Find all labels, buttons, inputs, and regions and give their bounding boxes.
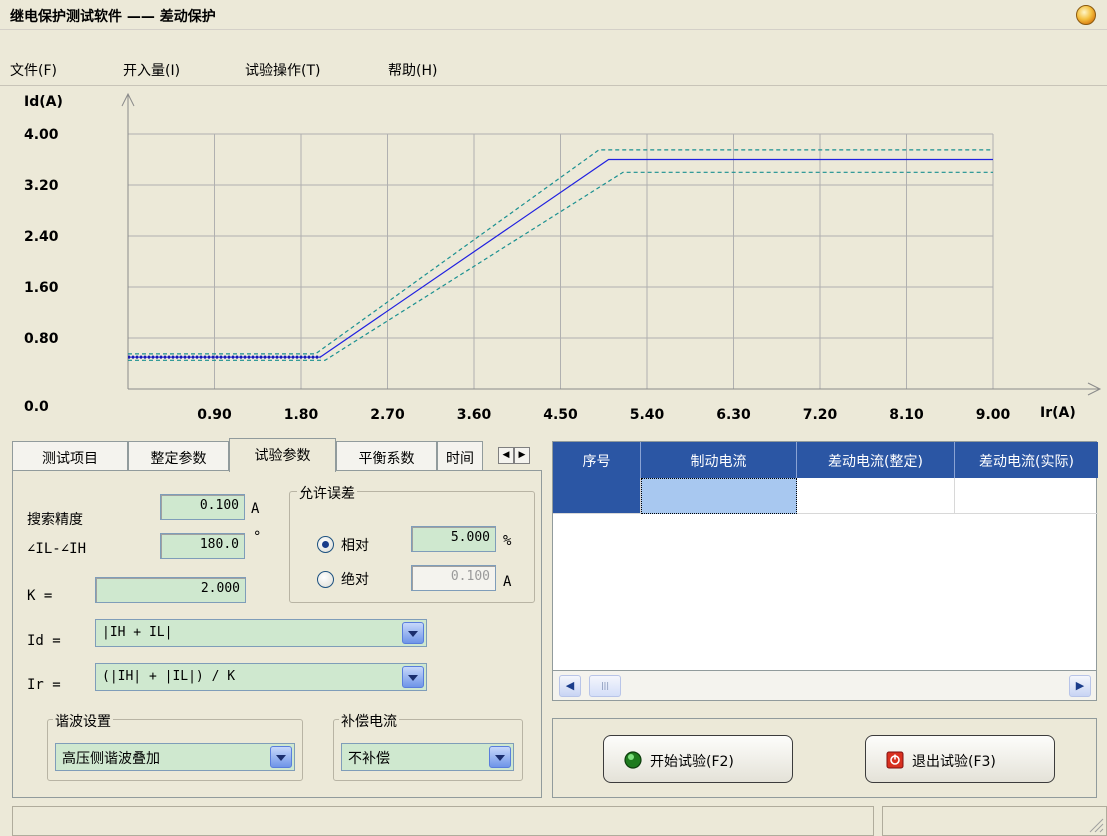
dropdown-arrow-icon[interactable]: [402, 622, 424, 644]
menu-file[interactable]: 文件(F): [10, 63, 57, 79]
x-tick-label: 3.60: [457, 407, 492, 423]
tolerance-group: [289, 491, 535, 603]
search-precision-field[interactable]: 0.100: [160, 494, 245, 520]
tab-scroll-right-icon[interactable]: ▶: [514, 447, 530, 464]
tab-scroll-left-icon[interactable]: ◀: [498, 447, 514, 464]
exit-red-icon: [886, 751, 904, 769]
start-test-button[interactable]: 开始试验(F2): [603, 735, 793, 783]
x-tick-label: 2.70: [370, 407, 405, 423]
test-params-panel: 搜索精度 0.100 A ∠IL-∠IH 180.0 ° K = 2.000 I…: [12, 470, 542, 798]
y-tick-label: 1.60: [24, 280, 59, 296]
start-test-label: 开始试验(F2): [650, 754, 734, 770]
id-label: Id =: [27, 633, 61, 649]
x-tick-label: 7.20: [803, 407, 838, 423]
table-cell-selected[interactable]: [641, 478, 797, 514]
y-tick-label: 4.00: [24, 127, 59, 143]
y-axis-arrow-icon: [121, 92, 135, 107]
dropdown-arrow-icon[interactable]: [402, 666, 424, 688]
chart-svg: 0.90 1.80 2.70 3.60 4.50 5.40 6.30 7.20 8.10 9.00…: [24, 92, 1102, 423]
dropdown-arrow-icon[interactable]: [270, 746, 292, 768]
table-cell[interactable]: [797, 478, 955, 514]
tab-test-params[interactable]: 试验参数: [229, 438, 336, 472]
scroll-left-icon[interactable]: ◀: [559, 675, 581, 697]
y-tick-label: 0.80: [24, 331, 59, 347]
angle-unit: °: [253, 529, 262, 545]
absolute-label: 绝对: [341, 572, 369, 588]
menu-divider: [0, 85, 1107, 86]
action-button-panel: 开始试验(F2) 退出试验(F3): [552, 718, 1097, 798]
column-header-restraint-current[interactable]: 制动电流: [641, 442, 797, 478]
x-tick-label: 8.10: [889, 407, 924, 423]
ir-label: Ir =: [27, 677, 61, 693]
compensation-title: 补偿电流: [339, 711, 399, 731]
y-axis-label: Id(A): [24, 94, 63, 110]
menu-input[interactable]: 开入量(I): [123, 63, 181, 79]
column-header-diff-actual[interactable]: 差动电流(实际): [955, 442, 1098, 478]
search-precision-unit: A: [251, 501, 260, 517]
k-field[interactable]: 2.000: [95, 577, 246, 603]
compensation-value: 不补偿: [348, 751, 390, 767]
status-bar-main: [12, 806, 874, 836]
tolerance-title: 允许误差: [297, 483, 357, 503]
tab-setting-params[interactable]: 整定参数: [128, 441, 229, 471]
series-line-dashed: [128, 171, 993, 361]
result-table: 序号 制动电流 差动电流(整定) 差动电流(实际): [552, 441, 1098, 701]
status-bar-secondary: [882, 806, 1107, 836]
ir-formula-select[interactable]: (|IH| + |IL|) / K: [95, 663, 427, 691]
harmonic-title: 谐波设置: [53, 711, 113, 731]
title-bar: 继电保护测试软件 —— 差动保护: [0, 0, 1107, 30]
exit-test-label: 退出试验(F3): [912, 754, 996, 770]
tab-balance-coef[interactable]: 平衡系数: [336, 441, 437, 471]
scroll-thumb[interactable]: |||: [589, 675, 621, 697]
table-cell[interactable]: [955, 478, 1098, 514]
tab-test-items[interactable]: 测试项目: [12, 441, 128, 471]
x-tick-label: 1.80: [284, 407, 319, 423]
search-precision-label: 搜索精度: [27, 512, 83, 528]
menu-test-operation[interactable]: 试验操作(T): [245, 63, 321, 79]
compensation-group: [333, 719, 523, 781]
x-axis-arrow-icon: [1087, 382, 1102, 396]
x-tick-label: 6.30: [716, 407, 751, 423]
y-tick-label: 3.20: [24, 178, 59, 194]
harmonic-select[interactable]: 高压侧谐波叠加: [55, 743, 295, 771]
series-line-dashed: [128, 149, 993, 355]
scroll-right-icon[interactable]: ▶: [1069, 675, 1091, 697]
id-formula-value: |IH + IL|: [102, 625, 173, 640]
relative-unit: %: [503, 533, 512, 549]
k-label: K =: [27, 588, 53, 604]
x-axis-label: Ir(A): [1040, 405, 1076, 421]
menu-help[interactable]: 帮助(H): [388, 63, 438, 79]
absolute-tolerance-field[interactable]: 0.100: [411, 565, 496, 591]
dropdown-arrow-icon[interactable]: [489, 746, 511, 768]
ir-formula-value: (|IH| + |IL|) / K: [102, 669, 236, 684]
angle-label: ∠IL-∠IH: [27, 541, 87, 557]
differential-chart: 0.90 1.80 2.70 3.60 4.50 5.40 6.30 7.20 8.10 9.00…: [0, 86, 1107, 430]
relative-label: 相对: [341, 538, 369, 554]
window-title: 继电保护测试软件 —— 差动保护: [10, 9, 216, 25]
compensation-select[interactable]: 不补偿: [341, 743, 514, 771]
absolute-unit: A: [503, 574, 512, 590]
harmonic-value: 高压侧谐波叠加: [62, 751, 160, 767]
angle-field[interactable]: 180.0: [160, 533, 245, 559]
start-green-icon: [624, 751, 642, 769]
y-tick-label: 2.40: [24, 229, 59, 245]
horizontal-scrollbar[interactable]: ◀ ||| ▶: [552, 670, 1097, 701]
x-tick-label: 5.40: [630, 407, 665, 423]
absolute-radio[interactable]: [317, 571, 334, 588]
resize-grip-icon[interactable]: [1086, 815, 1104, 833]
tab-time[interactable]: 时间: [437, 441, 483, 471]
relative-tolerance-field[interactable]: 5.000: [411, 526, 496, 552]
exit-test-button[interactable]: 退出试验(F3): [865, 735, 1055, 783]
y-tick-label: 0.0: [24, 399, 49, 415]
x-tick-label: 4.50: [543, 407, 578, 423]
column-header-index[interactable]: 序号: [553, 442, 641, 478]
column-header-diff-setting[interactable]: 差动电流(整定): [797, 442, 955, 478]
close-orb-icon[interactable]: [1076, 5, 1096, 25]
x-tick-label: 9.00: [976, 407, 1011, 423]
x-tick-label: 0.90: [197, 407, 232, 423]
table-row-selector[interactable]: [553, 478, 641, 514]
id-formula-select[interactable]: |IH + IL|: [95, 619, 427, 647]
harmonic-group: [47, 719, 303, 781]
relative-radio[interactable]: [317, 536, 334, 553]
